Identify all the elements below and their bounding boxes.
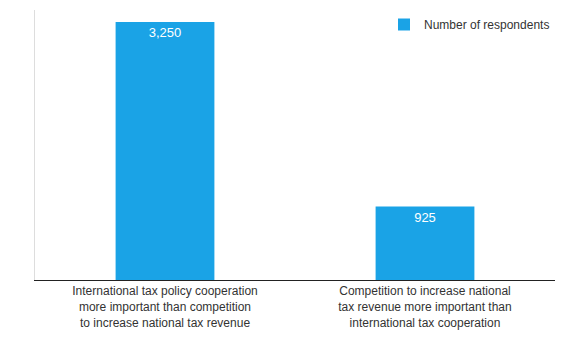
svg-text:925: 925 [414, 210, 436, 225]
svg-text:3,250: 3,250 [149, 25, 182, 40]
svg-text:International tax policy coope: International tax policy cooperationmore… [72, 284, 257, 329]
svg-text:Competition to increase nation: Competition to increase nationaltax reve… [338, 284, 511, 329]
svg-text:Number of respondents: Number of respondents [424, 18, 549, 32]
